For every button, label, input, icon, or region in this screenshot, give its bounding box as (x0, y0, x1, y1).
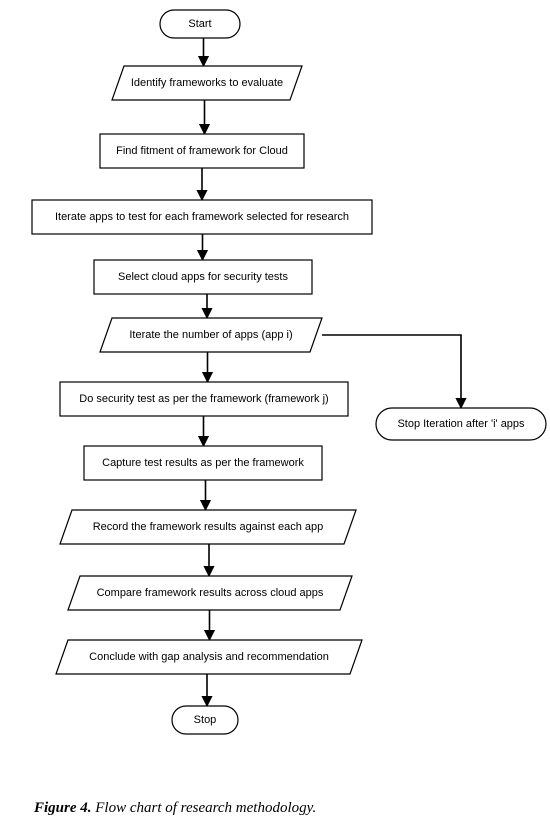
svg-text:Capture test results as per th: Capture test results as per the framewor… (102, 457, 304, 469)
svg-text:Select cloud apps for security: Select cloud apps for security tests (118, 271, 288, 283)
svg-text:Record the framework results a: Record the framework results against eac… (93, 521, 324, 533)
flowchart-svg: Start Identify frameworks to evaluate Find… (0, 0, 550, 829)
flow-node-stopi: Stop Iteration after 'i' apps (376, 408, 546, 440)
svg-text:Stop: Stop (194, 714, 217, 726)
flow-node-n7: Capture test results as per the framewor… (84, 446, 322, 480)
flow-node-n4: Select cloud apps for security tests (94, 260, 312, 294)
svg-text:Iterate apps to test for each: Iterate apps to test for each framework … (55, 211, 349, 223)
svg-text:Stop Iteration after 'i' apps: Stop Iteration after 'i' apps (397, 418, 525, 430)
flow-node-n3: Iterate apps to test for each framework … (32, 200, 372, 234)
svg-text:Iterate the number of apps (ap: Iterate the number of apps (app i) (129, 329, 292, 341)
flow-node-start: Start (160, 10, 240, 38)
svg-text:Compare framework results acro: Compare framework results across cloud a… (97, 587, 324, 599)
flow-node-n6: Do security test as per the framework (f… (60, 382, 348, 416)
figure-caption-text: Flow chart of research methodology. (92, 800, 317, 816)
svg-text:Conclude with gap analysis and: Conclude with gap analysis and recommend… (89, 651, 329, 663)
svg-text:Start: Start (188, 18, 211, 30)
flow-node-n5: Iterate the number of apps (app i) (100, 318, 322, 352)
svg-text:Do security test as per the fr: Do security test as per the framework (f… (79, 393, 328, 405)
svg-text:Identify frameworks to evaluat: Identify frameworks to evaluate (131, 77, 283, 89)
flow-node-n10: Conclude with gap analysis and recommend… (56, 640, 362, 674)
flow-node-n2: Find fitment of framework for Cloud (100, 134, 304, 168)
flow-node-n9: Compare framework results across cloud a… (68, 576, 352, 610)
flow-node-n8: Record the framework results against eac… (60, 510, 356, 544)
svg-text:Find fitment of framework for: Find fitment of framework for Cloud (116, 145, 288, 157)
flow-node-n1: Identify frameworks to evaluate (112, 66, 302, 100)
flow-node-stop: Stop (172, 706, 238, 734)
figure-caption: Figure 4. Flow chart of research methodo… (0, 800, 550, 817)
figure-caption-number: Figure 4. (34, 800, 92, 816)
